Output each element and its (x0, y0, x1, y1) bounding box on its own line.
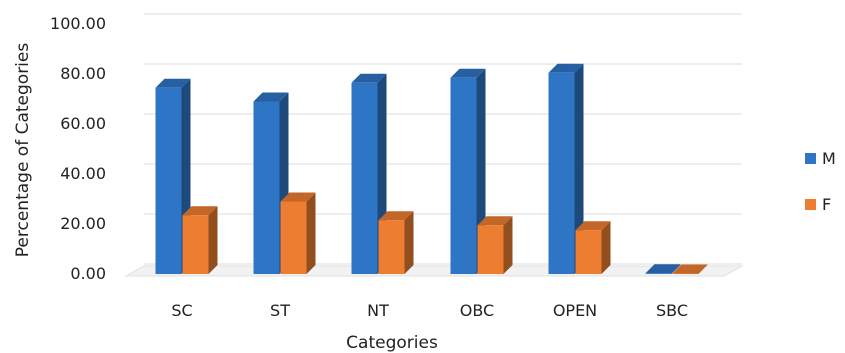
bar-f-st (280, 192, 316, 274)
bar-front (477, 225, 504, 274)
bars (155, 63, 708, 274)
bar-top (155, 78, 191, 88)
grid-lines (124, 13, 744, 277)
x-tick-label: NT (367, 301, 389, 320)
bar-side (306, 192, 316, 274)
bar-f-sc (182, 206, 218, 274)
bar-top (280, 192, 316, 202)
y-tick-label: 20.00 (60, 214, 106, 233)
bar-f-sbc (672, 264, 708, 274)
x-tick-label: SC (171, 301, 192, 320)
x-tick-label: SBC (656, 301, 688, 320)
bar-top (253, 92, 289, 102)
x-axis-title: Categories (346, 333, 438, 353)
bar-m-obc (450, 68, 486, 274)
bar-top (672, 264, 708, 274)
bar-m-sbc (645, 264, 681, 274)
bar-top (548, 63, 584, 73)
bar-front (450, 77, 477, 274)
bar-side (404, 211, 414, 274)
bar-f-open (575, 221, 611, 274)
bar-front (280, 201, 307, 274)
legend: MF (805, 149, 836, 214)
bar-side (601, 221, 611, 274)
bar-top (450, 68, 486, 78)
legend-label: F (822, 195, 831, 214)
bar-top (477, 216, 513, 226)
y-axis-ticks: 0.00 20.00 40.00 60.00 80.00 100.00 (50, 14, 106, 283)
bar-m-open (548, 63, 584, 274)
legend-swatch (805, 153, 816, 164)
bar-front (253, 101, 280, 274)
x-tick-label: OBC (460, 301, 494, 320)
bar-front (575, 230, 602, 274)
bar-side (574, 63, 584, 274)
bar-front (672, 273, 699, 274)
bar-top (645, 264, 681, 274)
legend-label: M (822, 149, 836, 168)
bar-top (351, 73, 387, 83)
legend-swatch (805, 199, 816, 210)
bar-front (351, 82, 378, 274)
y-tick-label: 0.00 (70, 264, 106, 283)
bar-side (698, 264, 708, 274)
bar-side (208, 206, 218, 274)
bar-side (503, 216, 513, 274)
bar-top (378, 211, 414, 221)
bar-f-obc (477, 216, 513, 274)
x-tick-label: OPEN (553, 301, 597, 320)
bar-front (378, 220, 405, 274)
y-tick-label: 80.00 (60, 64, 106, 83)
bar-front (182, 215, 209, 274)
bar-top (182, 206, 218, 216)
y-axis-title: Percentage of Categories (13, 43, 33, 258)
x-tick-label: ST (270, 301, 290, 320)
y-tick-label: 60.00 (60, 114, 106, 133)
y-tick-label: 40.00 (60, 164, 106, 183)
x-axis-ticks: SC ST NT OBC OPEN SBC (171, 301, 688, 320)
bar-f-nt (378, 211, 414, 274)
bar-side (671, 264, 681, 274)
bar-front (155, 87, 182, 274)
bar-top (575, 221, 611, 231)
bar-front (645, 273, 672, 274)
y-tick-label: 100.00 (50, 14, 106, 33)
bar-front (548, 72, 575, 274)
